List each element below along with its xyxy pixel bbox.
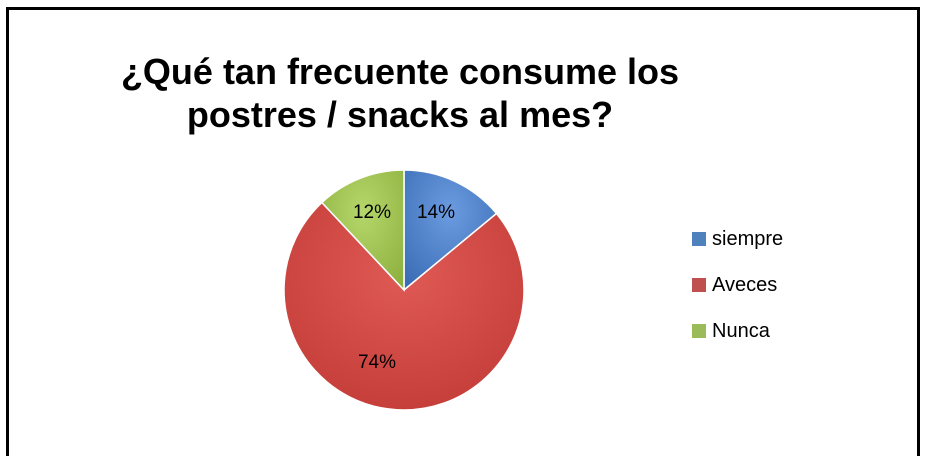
legend-label-siempre: siempre bbox=[712, 227, 784, 250]
legend-item-nunca: Nunca bbox=[692, 318, 783, 344]
legend-label-aveces: Aveces bbox=[712, 273, 778, 296]
pie-slice-nunca bbox=[320, 169, 405, 292]
chart-title-line-1: ¿Qué tan frecuente consume los bbox=[120, 51, 680, 92]
slice-label-nunca: 12% bbox=[353, 202, 391, 223]
pie-slice-siempre bbox=[403, 169, 498, 292]
legend-swatch-aveces bbox=[692, 278, 706, 292]
legend-swatch-siempre bbox=[692, 232, 706, 246]
chart-title-line-2: postres / snacks al mes? bbox=[186, 94, 614, 135]
slice-label-aveces: 74% bbox=[358, 352, 396, 373]
legend-item-siempre: siempre bbox=[692, 226, 783, 252]
slice-label-siempre: 14% bbox=[417, 202, 455, 223]
pie-slice-aveces bbox=[283, 201, 525, 411]
legend-label-nunca: Nunca bbox=[712, 319, 770, 342]
legend: siempre Aveces Nunca bbox=[692, 226, 783, 364]
legend-swatch-nunca bbox=[692, 324, 706, 338]
chart-title: ¿Qué tan frecuente consume los postres /… bbox=[100, 50, 700, 136]
legend-item-aveces: Aveces bbox=[692, 272, 783, 298]
